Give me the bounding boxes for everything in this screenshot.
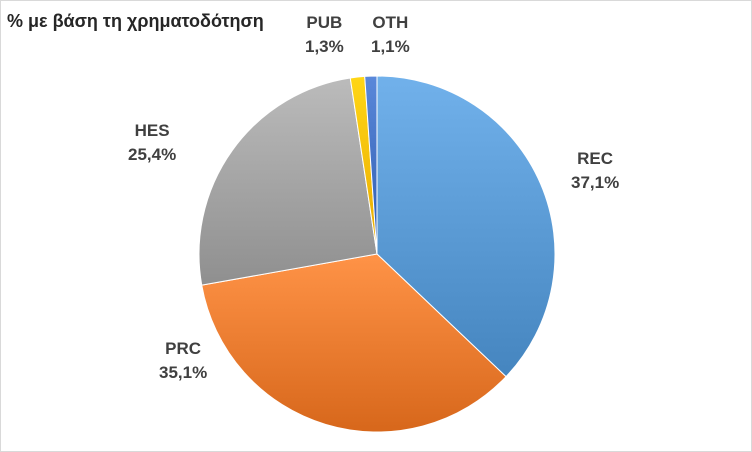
pie-slice-hes bbox=[198, 77, 378, 286]
slice-label-category: OTH bbox=[372, 13, 409, 32]
slice-label-oth: OTH 1,1% bbox=[371, 11, 410, 59]
slice-label-category: REC bbox=[577, 149, 614, 168]
slice-label-value: 37,1% bbox=[571, 173, 620, 192]
slice-label-value: 25,4% bbox=[128, 145, 177, 164]
slice-label-prc: PRC 35,1% bbox=[159, 337, 207, 385]
slice-label-category: PUB bbox=[306, 13, 343, 32]
slice-label-value: 35,1% bbox=[159, 363, 208, 382]
slice-label-value: 1,1% bbox=[371, 37, 410, 56]
slice-label-rec: REC 37,1% bbox=[571, 147, 619, 195]
chart-title: % με βάση τη χρηματοδότηση bbox=[7, 11, 264, 31]
slice-label-value: 1,3% bbox=[305, 37, 344, 56]
pie-slice-rec bbox=[376, 75, 556, 378]
slice-label-category: HES bbox=[134, 121, 170, 140]
pie-slice-prc bbox=[201, 253, 507, 433]
slice-label-category: PRC bbox=[165, 339, 202, 358]
pie-slice-oth bbox=[364, 75, 378, 255]
slice-label-hes: HES 25,4% bbox=[128, 119, 176, 167]
slice-label-pub: PUB 1,3% bbox=[305, 11, 344, 59]
